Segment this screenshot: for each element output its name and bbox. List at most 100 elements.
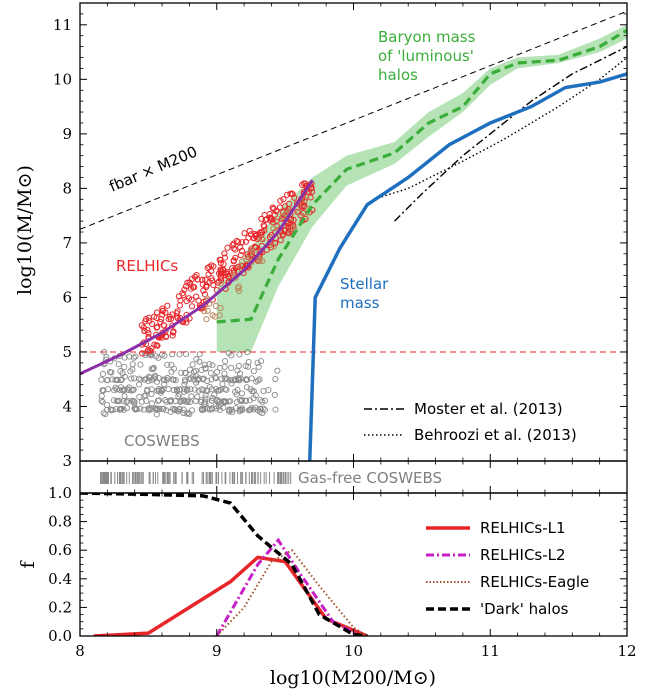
relhic-point — [165, 315, 172, 323]
coswebs-point — [135, 375, 143, 382]
eagle-point — [286, 229, 294, 237]
relhic-point — [259, 228, 266, 236]
series-relhics-l2 — [215, 537, 362, 636]
bottom-y-tick-label: 0.0 — [48, 627, 72, 645]
coswebs-point — [224, 376, 231, 383]
coswebs-point — [148, 406, 155, 413]
relhic-point — [308, 188, 316, 195]
relhic-point — [299, 181, 306, 188]
x-axis-label: log10(M200/M⊙) — [270, 667, 436, 689]
relhic-point — [267, 244, 275, 251]
top-y-tick-label: 4 — [62, 397, 72, 415]
relhic-point — [191, 273, 199, 281]
x-tick-label: 8 — [75, 642, 85, 660]
baryon-mass-line — [216, 28, 627, 324]
coswebs-point — [182, 351, 190, 358]
coswebs-point — [259, 398, 266, 405]
coswebs-point — [172, 377, 179, 384]
coswebs-point — [121, 363, 128, 370]
coswebs-point — [208, 405, 215, 412]
relhic-point — [232, 254, 239, 261]
coswebs-point — [201, 405, 208, 412]
relhic-point — [175, 293, 183, 300]
relhic-point — [188, 303, 196, 310]
relhic-point — [139, 350, 146, 357]
relhic-point — [220, 267, 227, 274]
relhic-point — [246, 227, 253, 235]
relhic-point — [272, 240, 279, 247]
relhic-point — [230, 240, 237, 247]
annotation-baryon-line1: Baryon mass — [378, 28, 476, 46]
relhic-point — [210, 263, 217, 270]
relhic-point — [157, 318, 164, 326]
coswebs-point — [228, 364, 235, 371]
coswebs-point — [257, 358, 265, 365]
coswebs-point — [123, 399, 130, 406]
legend-l1-label: RELHICs-L1 — [480, 519, 566, 537]
bottom-y-tick-label: 0.4 — [48, 570, 72, 588]
coswebs-point — [141, 392, 148, 400]
coswebs-point — [170, 365, 177, 372]
relhic-point — [151, 313, 158, 320]
coswebs-point — [202, 365, 209, 372]
coswebs-point — [99, 370, 107, 378]
coswebs-point — [102, 411, 109, 418]
coswebs-point — [236, 351, 243, 358]
relhic-point — [258, 215, 265, 223]
relhic-point — [289, 190, 296, 198]
coswebs-point — [209, 362, 216, 369]
relhic-point — [269, 204, 276, 211]
coswebs-point — [149, 365, 157, 372]
coswebs-point — [198, 386, 205, 393]
coswebs-point — [167, 397, 174, 404]
x-tick-label: 9 — [212, 642, 222, 660]
series--dark-halos — [80, 493, 368, 636]
annotation-coswebs: COSWEBS — [124, 432, 200, 450]
eagle-point — [217, 304, 224, 312]
legend-eagle-label: RELHICs-Eagle — [480, 573, 589, 591]
relhic-point — [273, 218, 280, 225]
coswebs-point — [98, 376, 105, 383]
coswebs-point — [198, 367, 205, 374]
coswebs-point — [189, 361, 196, 368]
coswebs-point — [131, 398, 138, 405]
coswebs-point — [173, 407, 180, 414]
coswebs-point — [272, 375, 279, 383]
coswebs-point — [206, 383, 213, 391]
coswebs-point — [165, 386, 172, 393]
coswebs-point — [245, 358, 252, 366]
coswebs-point — [192, 398, 199, 405]
coswebs-point — [187, 386, 194, 393]
relhic-point — [159, 307, 166, 315]
coswebs-point — [235, 375, 242, 382]
coswebs-point — [209, 394, 216, 402]
annotation-baryon-line3: halos — [378, 66, 418, 84]
eagle-point — [203, 316, 210, 323]
coswebs-point — [119, 387, 126, 394]
coswebs-point — [201, 398, 208, 405]
coswebs-point — [159, 405, 166, 413]
relhic-point — [169, 329, 177, 336]
legend-l2-label: RELHICs-L2 — [480, 546, 566, 564]
relhic-point — [279, 231, 287, 238]
coswebs-point — [211, 391, 218, 398]
coswebs-point — [222, 358, 229, 365]
coswebs-point — [208, 397, 215, 404]
top-y-tick-label: 5 — [62, 343, 72, 361]
coswebs-point — [155, 354, 162, 361]
moster-line — [394, 45, 627, 222]
coswebs-point — [121, 393, 128, 400]
relhic-point — [187, 285, 195, 292]
relhic-point — [221, 254, 229, 261]
y-axis-label-bottom: f — [17, 560, 39, 569]
coswebs-point — [178, 369, 185, 376]
relhic-point — [237, 252, 244, 259]
coswebs-point — [123, 405, 130, 412]
relhic-point — [229, 242, 236, 249]
bottom-y-tick-label: 0.8 — [48, 513, 72, 531]
top-y-tick-label: 11 — [53, 16, 72, 34]
coswebs-point — [188, 393, 195, 400]
coswebs-point — [116, 397, 123, 405]
relhic-point — [307, 194, 314, 201]
coswebs-point — [148, 390, 155, 398]
